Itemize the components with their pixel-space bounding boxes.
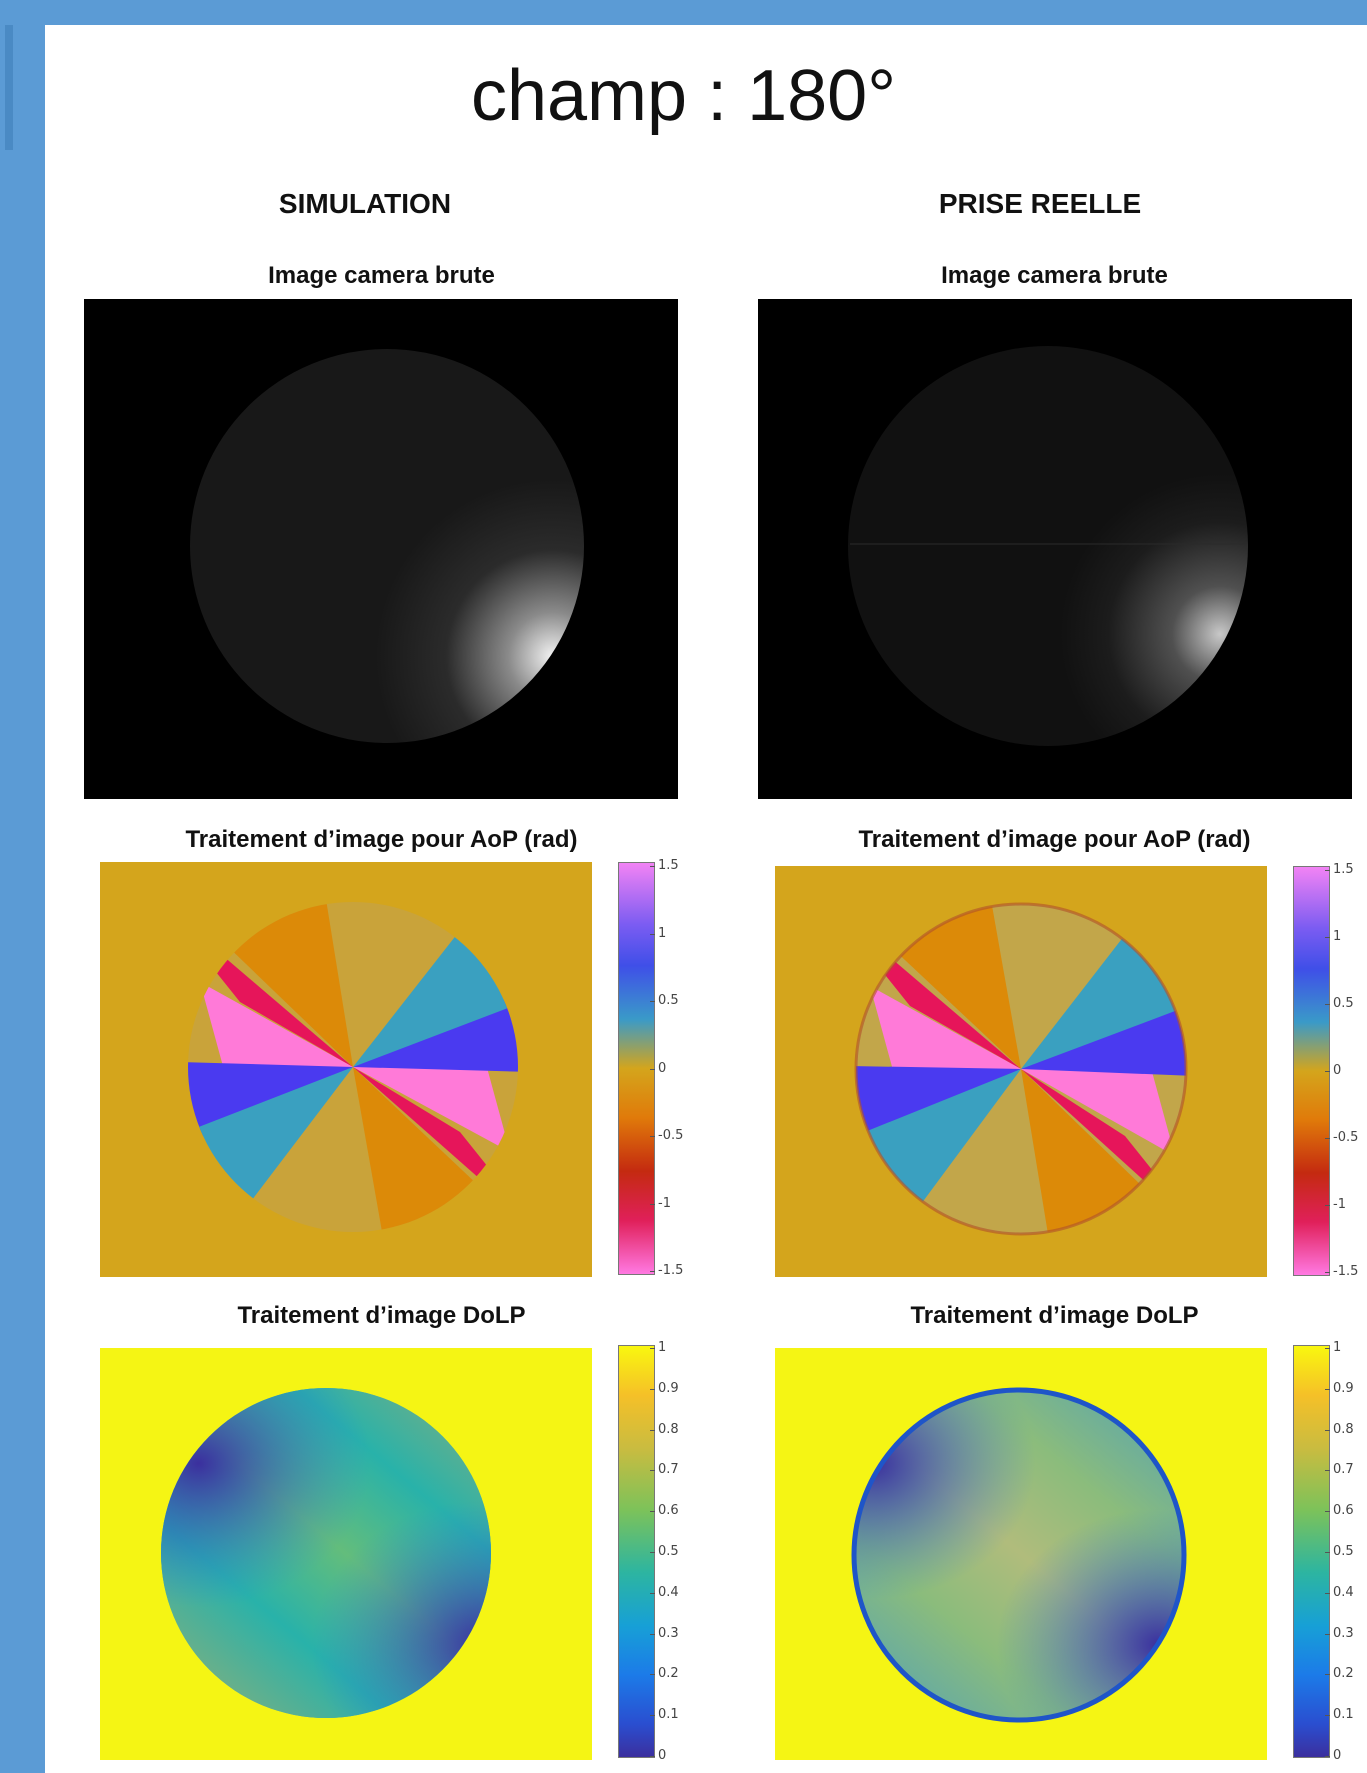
- colorbar-tick-label: 1: [1333, 929, 1342, 944]
- colorbar-tick-mark: [1325, 1715, 1330, 1717]
- raw-image-real: [758, 299, 1352, 799]
- colorbar-tick-label: 0.6: [1333, 1503, 1354, 1519]
- dolp-colorbar-simulation: [618, 1345, 655, 1758]
- dolp-image-real: [775, 1348, 1267, 1760]
- raw-image-title-simulation: Image camera brute: [268, 262, 495, 289]
- aop-image-real: [775, 866, 1267, 1277]
- colorbar-tick-label: 1: [658, 925, 667, 941]
- colorbar-tick-label: -1: [1333, 1197, 1346, 1212]
- colorbar-tick-mark: [1325, 1071, 1330, 1072]
- colorbar-tick-label: -0.5: [1333, 1130, 1359, 1145]
- colorbar-tick-mark: [1325, 1674, 1330, 1676]
- aop-title-simulation: Traitement d’image pour AoP (rad): [185, 826, 578, 853]
- colorbar-tick-mark: [650, 1756, 655, 1757]
- colorbar-tick-mark: [650, 1715, 655, 1717]
- colorbar-tick-mark: [1325, 1592, 1330, 1594]
- colorbar-tick-mark: [650, 1552, 655, 1553]
- colorbar-tick-label: 0.1: [1333, 1707, 1354, 1723]
- colorbar-tick-mark: [650, 1429, 655, 1431]
- colorbar-tick-label: 1: [658, 1340, 667, 1355]
- colorbar-tick-mark: [1325, 1272, 1330, 1273]
- colorbar-tick-label: 1: [1333, 1340, 1342, 1355]
- colorbar-tick-mark: [1325, 1348, 1330, 1349]
- colorbar-tick-label: 0.2: [658, 1666, 679, 1682]
- colorbar-tick-mark: [650, 933, 655, 935]
- colorbar-tick-mark: [1325, 1633, 1330, 1635]
- colorbar-tick-label: 0.7: [1333, 1462, 1354, 1478]
- column-header-simulation: SIMULATION: [278, 188, 452, 219]
- left-accent-bar: [0, 0, 45, 1773]
- raw-image-title-real: Image camera brute: [941, 262, 1168, 289]
- colorbar-tick-mark: [650, 866, 655, 867]
- colorbar-tick-label: 0.9: [658, 1380, 679, 1396]
- colorbar-tick-label: -1.5: [658, 1263, 684, 1278]
- colorbar-tick-label: 0.4: [1333, 1584, 1354, 1600]
- colorbar-tick-label: 0: [1333, 1063, 1342, 1078]
- colorbar-tick-mark: [650, 1348, 655, 1349]
- colorbar-tick-mark: [650, 1136, 655, 1137]
- colorbar-tick-label: 0.3: [1333, 1625, 1354, 1641]
- colorbar-tick-label: 1.5: [658, 858, 679, 873]
- colorbar-tick-mark: [1325, 1756, 1330, 1757]
- aop-title-real: Traitement d’image pour AoP (rad): [858, 826, 1251, 853]
- colorbar-tick-label: 0.6: [658, 1503, 679, 1519]
- colorbar-tick-label: 0.5: [1333, 996, 1354, 1011]
- colorbar-tick-label: 0.2: [1333, 1666, 1354, 1682]
- colorbar-tick-label: -1.5: [1333, 1264, 1359, 1279]
- colorbar-tick-mark: [650, 1592, 655, 1594]
- colorbar-tick-label: 0.5: [658, 1544, 679, 1559]
- colorbar-tick-mark: [1325, 1004, 1330, 1005]
- colorbar-tick-label: 0.5: [1333, 1544, 1354, 1559]
- colorbar-tick-mark: [650, 1271, 655, 1272]
- aop-image-simulation: [100, 862, 592, 1277]
- colorbar-tick-mark: [1325, 1138, 1330, 1139]
- dolp-title-real: Traitement d’image DoLP: [910, 1302, 1199, 1329]
- colorbar-tick-label: 0.8: [1333, 1421, 1354, 1437]
- colorbar-tick-mark: [1325, 1470, 1330, 1472]
- colorbar-tick-label: 1.5: [1333, 862, 1354, 877]
- colorbar-tick-label: 0.1: [658, 1707, 679, 1723]
- colorbar-tick-label: 0.7: [658, 1462, 679, 1478]
- colorbar-tick-label: -1: [658, 1195, 671, 1211]
- colorbar-tick-mark: [650, 1068, 655, 1070]
- colorbar-tick-label: -0.5: [658, 1128, 684, 1143]
- left-accent-notch: [5, 25, 13, 150]
- colorbar-tick-label: 0.5: [658, 993, 679, 1008]
- colorbar-tick-mark: [650, 1470, 655, 1472]
- colorbar-tick-label: 0: [658, 1060, 667, 1076]
- colorbar-tick-mark: [1325, 1388, 1330, 1390]
- slide-title: champ : 180°: [470, 56, 897, 136]
- colorbar-tick-mark: [650, 1388, 655, 1390]
- colorbar-tick-label: 0: [658, 1748, 667, 1763]
- dolp-colorbar-real: [1293, 1345, 1330, 1758]
- colorbar-tick-mark: [1325, 1429, 1330, 1431]
- colorbar-tick-mark: [1325, 870, 1330, 871]
- colorbar-tick-mark: [1325, 1511, 1330, 1513]
- colorbar-tick-mark: [650, 1511, 655, 1513]
- colorbar-tick-label: 0: [1333, 1748, 1342, 1763]
- colorbar-tick-mark: [1325, 1552, 1330, 1553]
- top-accent-bar: [0, 0, 1367, 25]
- colorbar-tick-mark: [650, 1633, 655, 1635]
- column-header-real: PRISE REELLE: [938, 188, 1142, 219]
- colorbar-tick-mark: [1325, 937, 1330, 938]
- colorbar-tick-mark: [650, 1203, 655, 1205]
- colorbar-tick-mark: [650, 1674, 655, 1676]
- colorbar-tick-mark: [650, 1001, 655, 1002]
- dolp-title-simulation: Traitement d’image DoLP: [237, 1302, 526, 1329]
- colorbar-tick-label: 0.9: [1333, 1380, 1354, 1396]
- colorbar-tick-label: 0.4: [658, 1584, 679, 1600]
- raw-image-simulation: [84, 299, 678, 799]
- colorbar-tick-label: 0.3: [658, 1625, 679, 1641]
- colorbar-tick-label: 0.8: [658, 1421, 679, 1437]
- dolp-image-simulation: [100, 1348, 592, 1760]
- colorbar-tick-mark: [1325, 1205, 1330, 1206]
